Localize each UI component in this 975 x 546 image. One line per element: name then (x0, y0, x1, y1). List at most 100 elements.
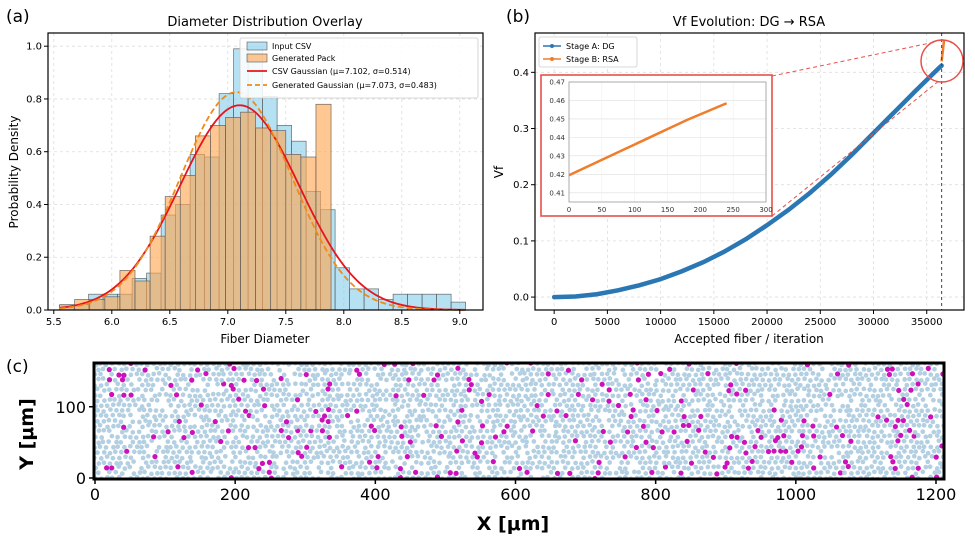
fiber (634, 393, 640, 398)
fiber (435, 364, 440, 367)
fiber (536, 418, 542, 423)
fiber (261, 397, 266, 402)
fiber (683, 459, 688, 465)
highlighted-fiber (195, 367, 201, 373)
fiber (806, 388, 812, 393)
fiber (657, 422, 663, 428)
fiber (230, 428, 236, 434)
fiber (893, 402, 899, 408)
fiber (619, 450, 625, 456)
fiber (140, 424, 145, 430)
fiber (243, 387, 249, 393)
fiber (808, 378, 813, 383)
fiber (310, 393, 316, 399)
fiber (625, 386, 631, 392)
fiber (658, 393, 664, 399)
fiber (152, 393, 158, 399)
fiber (796, 460, 802, 466)
fiber (739, 435, 745, 440)
fiber (166, 398, 172, 403)
fiber (743, 376, 749, 382)
fiber (463, 424, 469, 430)
fiber (427, 392, 433, 398)
fiber (864, 412, 869, 418)
fiber (407, 408, 413, 414)
fiber (394, 397, 400, 403)
fiber (892, 372, 898, 378)
highlighted-fiber (909, 371, 916, 377)
fiber (349, 439, 355, 444)
fiber (766, 378, 772, 383)
fiber (829, 455, 834, 460)
fiber (789, 399, 795, 404)
fiber (543, 376, 548, 382)
fiber (937, 461, 943, 466)
fiber (523, 393, 528, 399)
fiber (573, 460, 578, 466)
fiber (147, 407, 153, 413)
highlighted-fiber (454, 448, 460, 454)
fiber (168, 444, 173, 450)
fiber (920, 469, 926, 475)
fiber (675, 443, 681, 449)
fiber (857, 465, 863, 471)
fiber (171, 396, 177, 402)
histogram-y-label: Probability Density (7, 116, 21, 229)
fiber (564, 403, 570, 409)
fiber (748, 388, 753, 394)
fiber (518, 407, 524, 413)
highlighted-fiber (834, 371, 841, 377)
fiber (779, 365, 784, 371)
fiber (424, 387, 430, 393)
highlighted-fiber (374, 465, 380, 471)
fiber (751, 434, 756, 440)
fiber (359, 428, 365, 434)
fiber (950, 430, 955, 435)
fiber (744, 459, 749, 465)
generated-pack-bar (104, 296, 121, 311)
fiber (858, 475, 864, 478)
fiber (528, 381, 534, 387)
fiber (383, 449, 388, 455)
fiber (134, 474, 140, 478)
fiber (272, 428, 277, 433)
fiber (430, 429, 436, 435)
fiber (315, 454, 321, 460)
fiber (932, 366, 937, 372)
highlighted-fiber (845, 463, 851, 470)
fiber (758, 424, 764, 429)
fiber (637, 388, 642, 394)
fiber (689, 367, 695, 372)
fiber (372, 397, 378, 403)
fiber (116, 423, 121, 429)
fiber (443, 377, 449, 383)
fiber (437, 408, 442, 413)
fiber (862, 403, 868, 408)
fiber (404, 445, 410, 451)
fiber (464, 455, 469, 460)
highlighted-fiber (875, 414, 881, 420)
highlighted-fiber (567, 470, 573, 476)
fiber (475, 392, 481, 397)
fiber (610, 364, 616, 367)
fiber (693, 381, 698, 387)
fiber (579, 461, 584, 466)
fiber (570, 382, 576, 388)
fiber (416, 475, 421, 478)
highlighted-fiber (295, 450, 301, 456)
fiber (645, 423, 651, 429)
fiber (182, 376, 188, 382)
fiber (467, 418, 472, 423)
fiber (100, 366, 106, 372)
highlighted-fiber (686, 422, 692, 429)
inset-x-ticks: 0 50 100 150 200 250 300 (567, 206, 773, 214)
fiber (866, 377, 871, 383)
fiber (383, 388, 389, 394)
fiber (327, 445, 333, 451)
fiber (884, 450, 890, 456)
highlighted-fiber (545, 371, 551, 377)
fiber (130, 439, 136, 445)
highlighted-fiber (106, 367, 112, 373)
fiber (587, 475, 592, 478)
fiber (110, 402, 116, 408)
